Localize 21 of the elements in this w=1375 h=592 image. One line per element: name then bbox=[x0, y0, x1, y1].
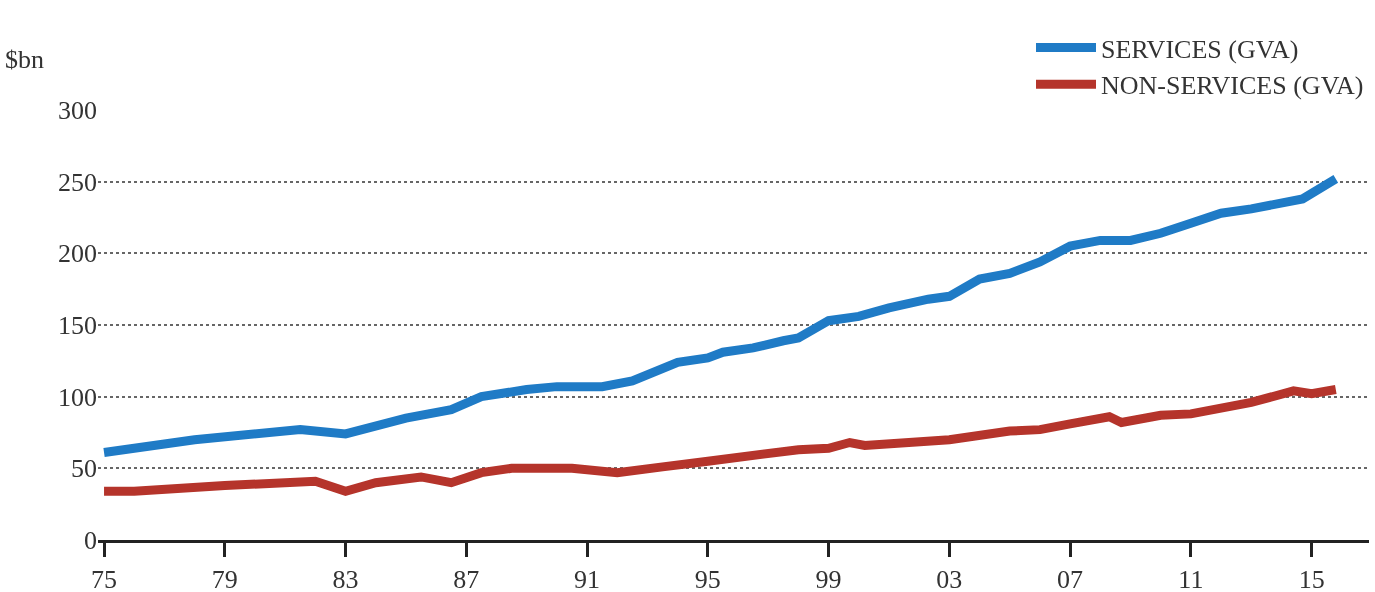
x-tick-label: 15 bbox=[1298, 565, 1325, 592]
y-tick-label: 300 bbox=[58, 96, 97, 126]
x-tick-label: 99 bbox=[815, 565, 842, 592]
x-tick-label: 11 bbox=[1178, 565, 1204, 592]
legend-label: SERVICES (GVA) bbox=[1101, 34, 1299, 64]
x-tick-label: 95 bbox=[694, 565, 721, 592]
y-tick-label: 100 bbox=[58, 382, 97, 412]
y-tick-label: 50 bbox=[71, 454, 97, 484]
x-tick-label: 79 bbox=[211, 565, 238, 592]
y-tick-label: 0 bbox=[84, 526, 97, 556]
x-tick-label: 75 bbox=[91, 565, 118, 592]
x-tick-label: 07 bbox=[1057, 565, 1084, 592]
y-tick-label: 150 bbox=[58, 311, 97, 341]
legend-label: NON-SERVICES (GVA) bbox=[1101, 71, 1364, 101]
x-tick-label: 91 bbox=[574, 565, 601, 592]
x-tick-label: 87 bbox=[453, 565, 480, 592]
x-tick-label: 03 bbox=[936, 565, 963, 592]
y-tick-label: 250 bbox=[58, 167, 97, 197]
x-tick-label: 83 bbox=[332, 565, 359, 592]
y-tick-label: 200 bbox=[58, 239, 97, 269]
y-axis-title: $bn bbox=[5, 45, 44, 74]
